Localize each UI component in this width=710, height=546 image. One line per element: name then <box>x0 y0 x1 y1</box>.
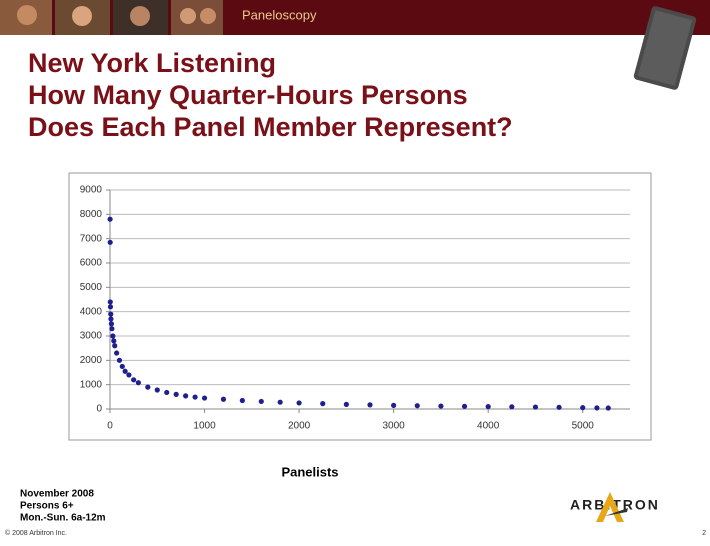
data-point <box>109 326 115 332</box>
x-axis-label: Panelists <box>281 464 338 479</box>
data-point <box>107 239 113 245</box>
y-tick-label: 8000 <box>80 209 103 220</box>
data-point <box>107 216 113 222</box>
data-point <box>145 384 151 390</box>
data-point <box>122 368 128 374</box>
page-number: 2 <box>702 530 706 537</box>
x-tick-label: 0 <box>107 421 113 432</box>
data-point <box>108 321 115 327</box>
data-point <box>164 389 170 396</box>
y-tick-label: 7000 <box>80 233 103 244</box>
data-point <box>532 404 539 410</box>
meter-device <box>633 6 697 90</box>
footer-note: November 2008 <box>20 489 94 500</box>
data-point <box>391 402 397 408</box>
data-point <box>580 405 586 411</box>
data-point <box>126 372 132 378</box>
copyright: © 2008 Arbitron Inc. <box>5 529 67 537</box>
y-tick-label: 1000 <box>80 379 103 390</box>
y-tick-label: 6000 <box>80 258 103 269</box>
data-point <box>119 363 125 370</box>
data-point <box>367 402 373 408</box>
data-point <box>461 403 468 409</box>
brand-logo <box>596 492 628 522</box>
data-point <box>485 403 491 410</box>
data-point <box>108 311 114 317</box>
data-point <box>112 343 118 349</box>
data-point <box>296 400 302 406</box>
data-point <box>277 399 283 405</box>
data-point <box>192 394 198 400</box>
title-line: Does Each Panel Member Represent? <box>28 112 513 142</box>
y-tick-label: 3000 <box>80 331 103 342</box>
y-tick-label: 9000 <box>80 185 103 196</box>
x-tick-label: 1000 <box>193 421 216 432</box>
header-photos <box>0 0 223 35</box>
y-tick-label: 0 <box>96 404 102 415</box>
data-point <box>107 299 113 305</box>
data-point <box>154 387 160 393</box>
x-tick-label: 3000 <box>383 421 406 432</box>
data-point <box>414 403 420 409</box>
data-point <box>135 380 141 386</box>
x-tick-label: 5000 <box>572 421 595 432</box>
footer-note: Persons 6+ <box>20 501 74 512</box>
data-point <box>258 398 264 405</box>
data-point <box>343 401 349 407</box>
title-line: How Many Quarter-Hours Persons <box>28 80 468 110</box>
data-point <box>183 393 189 399</box>
x-tick-label: 4000 <box>477 421 500 432</box>
x-tick-label: 2000 <box>288 421 311 432</box>
data-point <box>110 333 116 339</box>
y-tick-label: 4000 <box>80 306 103 317</box>
header-product: Paneloscopy <box>242 7 317 22</box>
data-point <box>111 338 117 344</box>
data-point <box>220 396 227 402</box>
data-point <box>107 304 114 310</box>
y-tick-label: 5000 <box>80 282 103 293</box>
footer-note: Mon.-Sun. 6a-12m <box>20 513 106 524</box>
data-point <box>320 401 326 407</box>
data-point <box>438 403 444 409</box>
title-line: New York Listening <box>28 48 276 78</box>
data-point <box>131 377 137 383</box>
data-point <box>108 316 114 322</box>
data-point <box>239 397 245 404</box>
data-point <box>114 350 120 356</box>
data-point <box>556 404 562 410</box>
data-point <box>594 405 600 411</box>
data-point <box>173 391 179 397</box>
data-point <box>605 405 611 411</box>
y-tick-label: 2000 <box>80 355 103 366</box>
data-point <box>201 395 208 401</box>
data-point <box>509 404 515 410</box>
data-point <box>116 357 123 363</box>
chart-frame <box>68 172 652 441</box>
